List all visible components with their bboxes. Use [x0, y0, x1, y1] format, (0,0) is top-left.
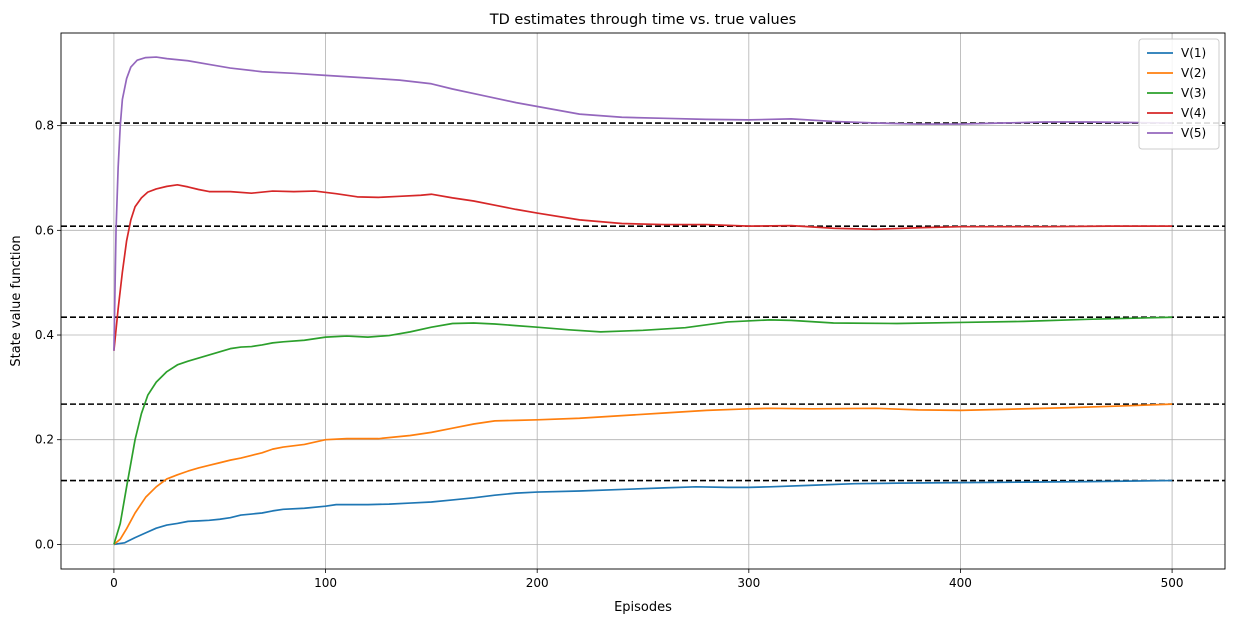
series-line-v-3	[113, 316, 1173, 545]
x-tick-label: 100	[314, 576, 337, 590]
x-axis-label: Episodes	[614, 600, 672, 615]
x-axis-ticks: 0 100 200 300 400 500	[110, 569, 1184, 590]
legend-label: V(3)	[1181, 86, 1206, 100]
true-value-lines	[61, 122, 1225, 482]
x-tick-label: 500	[1161, 576, 1184, 590]
y-axis-ticks: 0.0 0.2 0.4 0.6 0.8	[35, 119, 61, 551]
x-tick-label: 300	[737, 576, 760, 590]
y-axis-label: State value function	[9, 235, 24, 366]
series-lines	[113, 56, 1173, 546]
series-line-v-1	[113, 479, 1173, 546]
legend-label: V(1)	[1181, 46, 1206, 60]
y-tick-label: 0.2	[35, 433, 54, 447]
legend-label: V(5)	[1181, 126, 1206, 140]
x-tick-label: 200	[526, 576, 549, 590]
legend-box	[1138, 38, 1220, 150]
legend-label: V(2)	[1181, 66, 1206, 80]
series-line-v-5	[113, 56, 1173, 351]
series-line-v-2	[113, 403, 1173, 546]
plot-frame	[60, 32, 1226, 570]
chart-title: TD estimates through time vs. true value…	[489, 12, 796, 28]
legend: V(1) V(2) V(3) V(4) V(5)	[1138, 38, 1220, 150]
legend-label: V(4)	[1181, 106, 1206, 120]
y-tick-label: 0.4	[35, 328, 54, 342]
x-tick-label: 400	[949, 576, 972, 590]
y-tick-label: 0.8	[35, 119, 54, 133]
x-tick-label: 0	[110, 576, 118, 590]
y-tick-label: 0.6	[35, 223, 54, 237]
y-tick-label: 0.0	[35, 537, 54, 551]
series-line-v-4	[113, 183, 1173, 351]
